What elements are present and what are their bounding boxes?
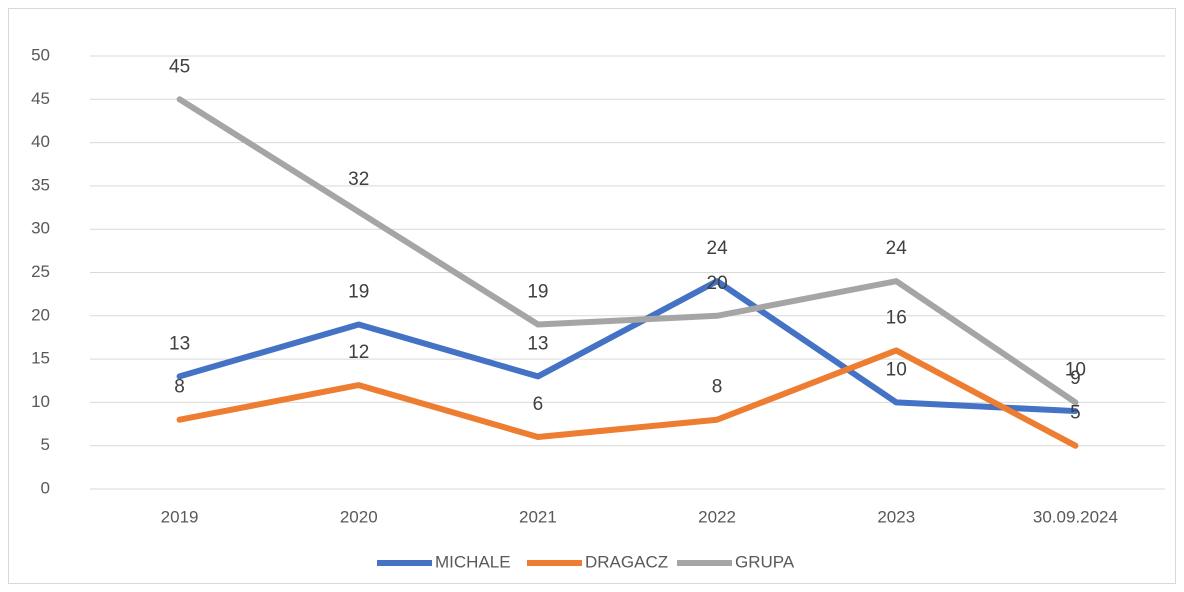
data-label: 24	[886, 238, 908, 259]
data-label: 19	[348, 281, 369, 302]
series-line	[176, 96, 1079, 406]
data-label: 8	[174, 377, 185, 398]
data-label: 9	[1070, 368, 1081, 389]
legend-label: DRAGACZ	[585, 552, 668, 571]
y-tick-label: 5	[41, 435, 50, 454]
data-label: 45	[169, 56, 190, 77]
data-label: 32	[348, 169, 369, 190]
legend-label: GRUPA	[735, 552, 795, 571]
data-label: 16	[886, 307, 907, 328]
x-tick-label: 2021	[519, 507, 557, 526]
data-label: 20	[707, 273, 728, 294]
data-label: 19	[527, 281, 548, 302]
y-tick-label: 40	[31, 132, 50, 151]
x-tick-label: 2022	[698, 507, 736, 526]
data-label: 13	[169, 333, 190, 354]
x-tick-label: 2019	[161, 507, 199, 526]
data-label: 10	[1065, 359, 1086, 380]
data-label: 10	[886, 359, 907, 380]
data-label: 24	[707, 238, 729, 259]
x-tick-label: 2023	[877, 507, 915, 526]
data-label: 6	[533, 394, 544, 415]
y-tick-label: 25	[31, 262, 50, 281]
y-tick-label: 15	[31, 349, 50, 368]
y-tick-label: 20	[31, 305, 50, 324]
data-label: 5	[1070, 403, 1081, 424]
y-tick-label: 0	[41, 478, 50, 497]
y-tick-label: 50	[31, 45, 50, 64]
chart-border	[8, 8, 1176, 584]
x-tick-label: 30.09.2024	[1033, 507, 1118, 526]
y-tick-label: 45	[31, 89, 50, 108]
legend-label: MICHALE	[435, 552, 511, 571]
data-label: 12	[348, 342, 369, 363]
data-label: 8	[712, 377, 723, 398]
x-tick-label: 2020	[340, 507, 378, 526]
series-line	[176, 347, 1079, 449]
y-tick-label: 35	[31, 175, 50, 194]
y-tick-label: 10	[31, 392, 50, 411]
y-tick-label: 30	[31, 219, 50, 238]
data-label: 13	[527, 333, 548, 354]
series-line	[176, 278, 1079, 415]
